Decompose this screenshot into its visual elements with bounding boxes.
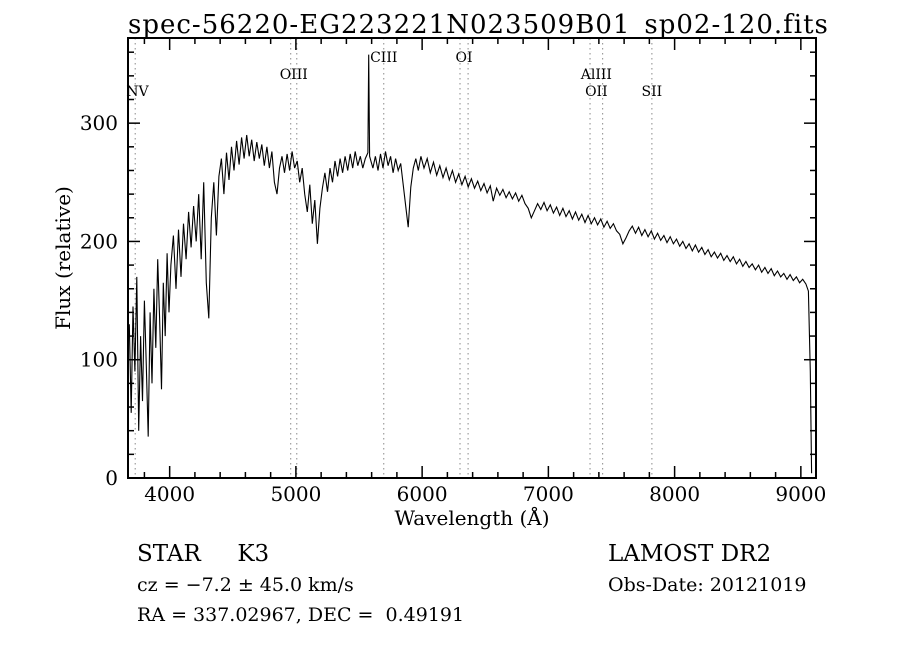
y-tick-label: 100 [80,348,118,372]
spectrum-line [128,54,813,474]
marker-label: SII [642,84,663,100]
plot-title: spec-56220-EG223221N023509B01_sp02-120.f… [128,10,829,40]
cz-text: cz = −7.2 ± 45.0 km/s [137,574,354,596]
marker-label: CIII [370,50,397,66]
radec-text: RA = 337.02967, DEC = 0.49191 [137,604,465,626]
y-tick-label: 300 [80,111,118,135]
plot-frame [127,37,817,479]
x-tick-label: 9000 [775,482,826,506]
y-axis-label: Flux (relative) [51,186,75,330]
x-tick-label: 7000 [523,482,574,506]
marker-label: OII [585,84,608,100]
marker-label: AlIII [580,67,612,83]
axis-ticks [128,38,816,479]
survey-label: LAMOST DR2 [608,541,772,567]
x-tick-label: 8000 [649,482,700,506]
x-tick-label: 6000 [397,482,448,506]
marker-label: OI [456,50,473,66]
x-axis-label: Wavelength (Å) [394,505,549,530]
x-tick-label: 4000 [144,482,195,506]
y-tick-label: 0 [105,466,118,490]
classification-text: STAR K3 [137,541,270,567]
marker-label: OIII [280,67,308,83]
x-tick-label: 5000 [270,482,321,506]
obs-date-text: Obs-Date: 20121019 [608,574,807,596]
line-markers [134,38,653,478]
y-tick-label: 200 [80,229,118,253]
marker-label: NV [126,84,149,100]
